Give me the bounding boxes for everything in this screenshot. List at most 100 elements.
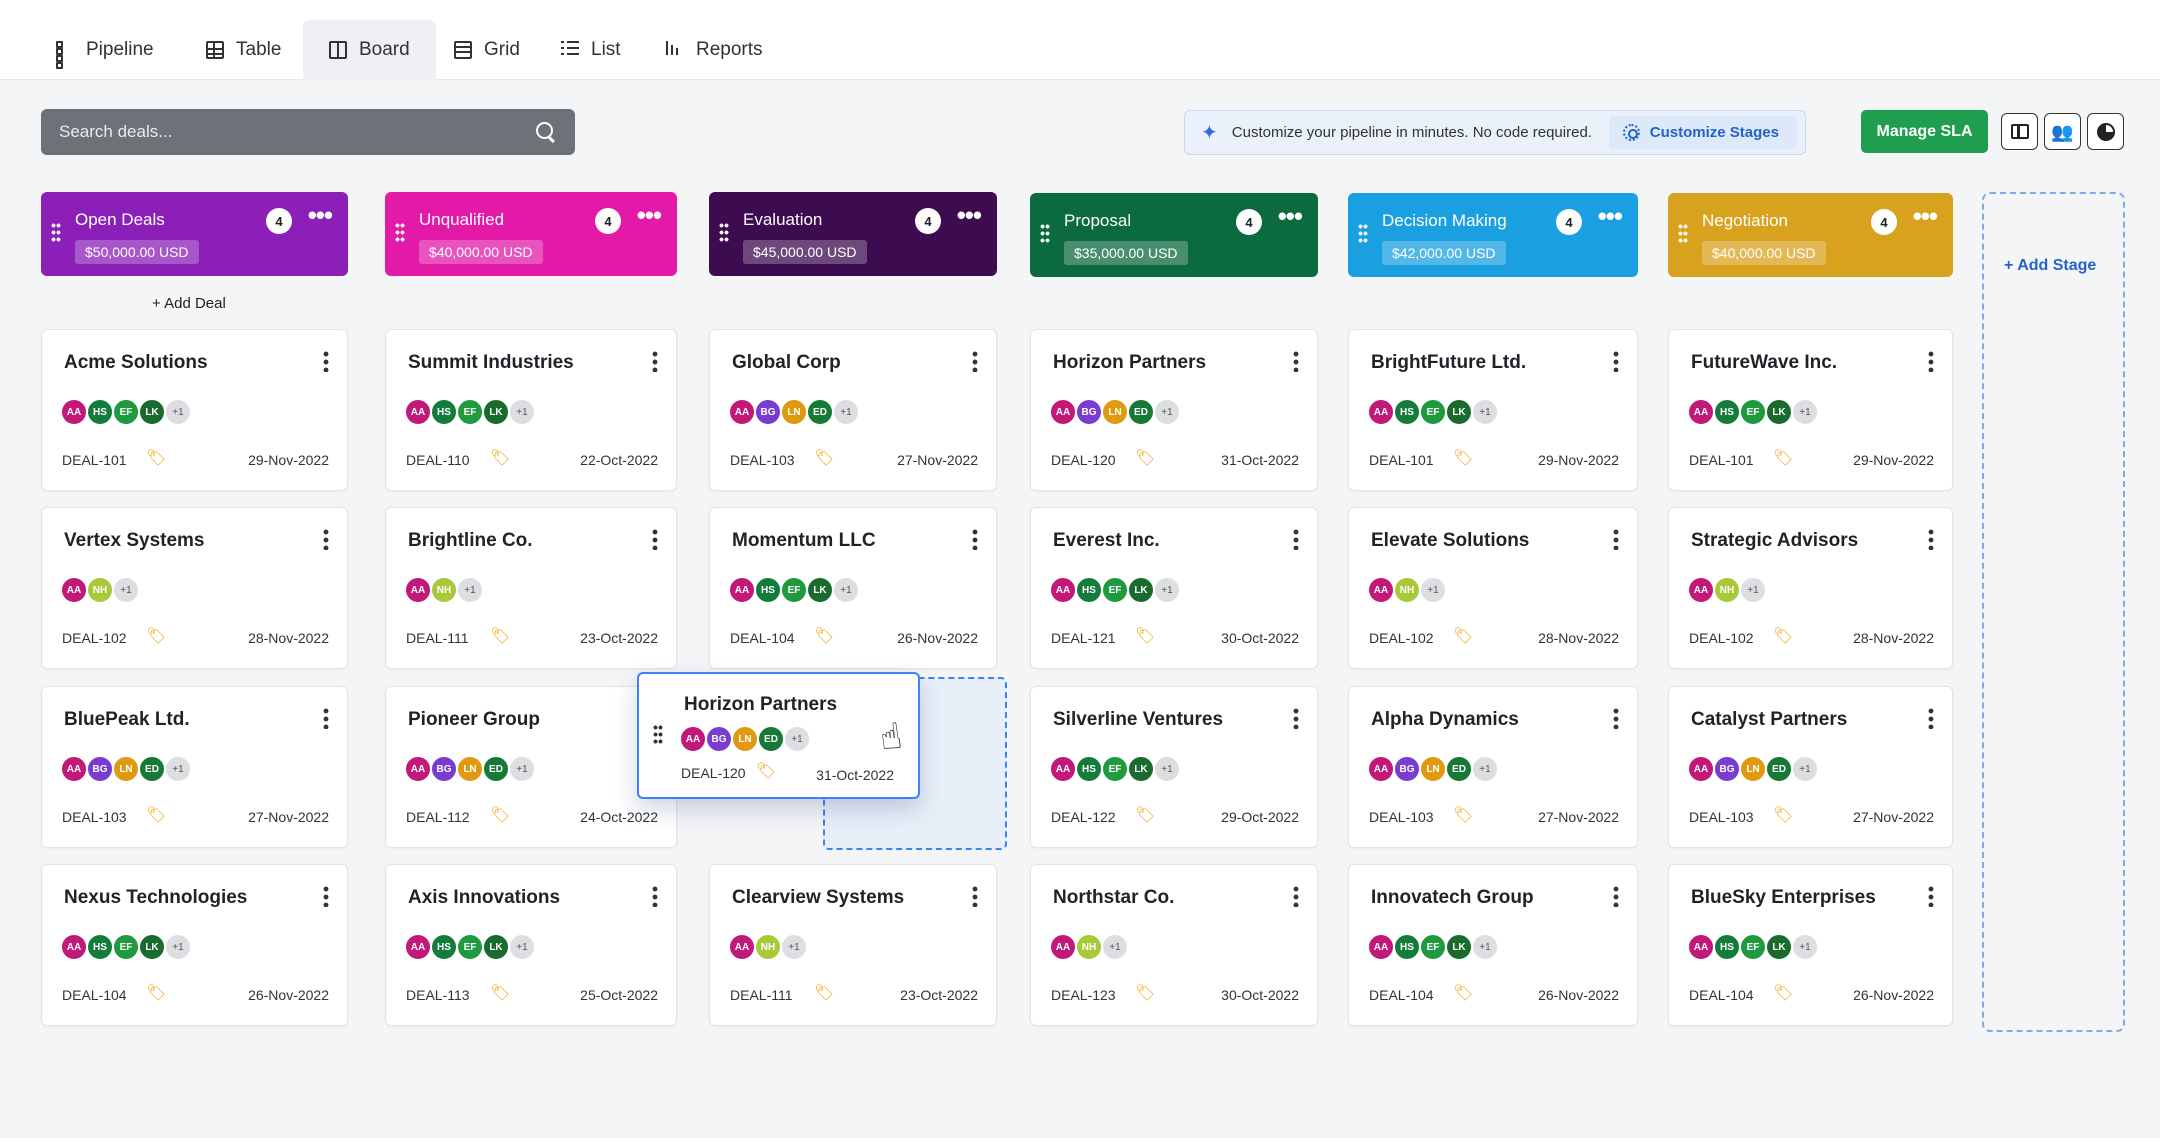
deal-card[interactable]: Horizon Partners AA BG LN ED +1 DEAL-120 🏷 31-Oc… — [1030, 329, 1318, 491]
kebab-menu-icon[interactable] — [652, 350, 658, 372]
kebab-menu-icon[interactable] — [1613, 707, 1619, 729]
deal-title: Alpha Dynamics — [1371, 709, 1519, 730]
deal-card[interactable]: Strategic Advisors AA NH +1 DEAL-102 🏷 28-Nov-… — [1668, 507, 1953, 669]
stage-header[interactable]: Evaluation $45,000.00 USD 4 ••• — [709, 192, 997, 276]
drag-handle-icon[interactable] — [1678, 223, 1688, 245]
deal-card[interactable]: Summit Industries AA HS EF LK +1 DEAL-110 🏷 22-O… — [385, 329, 677, 491]
avatar: NH — [754, 933, 782, 961]
add-deal-button[interactable]: + Add Deal — [152, 295, 226, 312]
avatar: LN — [456, 755, 484, 783]
kebab-menu-icon[interactable] — [972, 350, 978, 372]
kebab-menu-icon[interactable] — [972, 885, 978, 907]
kebab-menu-icon[interactable] — [1293, 350, 1299, 372]
drag-handle-icon[interactable] — [653, 724, 663, 746]
tab-table[interactable]: Table — [180, 20, 307, 80]
kebab-menu-icon[interactable] — [323, 350, 329, 372]
customize-stages-button[interactable]: Customize Stages — [1608, 116, 1797, 149]
stage-header[interactable]: Decision Making $42,000.00 USD 4 ••• — [1348, 193, 1638, 277]
tab-board[interactable]: Board — [303, 20, 436, 80]
more-options-icon[interactable]: ••• — [1277, 201, 1303, 231]
drag-handle-icon[interactable] — [1040, 223, 1050, 245]
deal-title: Global Corp — [732, 352, 841, 373]
deal-card[interactable]: Momentum LLC AA HS EF LK +1 DEAL-104 🏷 26-Nov-20… — [709, 507, 997, 669]
deal-card[interactable]: Innovatech Group AA HS EF LK +1 DEAL-104 🏷 26-No… — [1348, 864, 1638, 1026]
kebab-menu-icon[interactable] — [1613, 350, 1619, 372]
stage-header[interactable]: Proposal $35,000.00 USD 4 ••• — [1030, 193, 1318, 277]
avatar-overflow-count: +1 — [1791, 398, 1819, 426]
stage-name: Negotiation — [1702, 211, 1789, 230]
deal-card[interactable]: Everest Inc. AA HS EF LK +1 DEAL-121 🏷 30-Oct-20… — [1030, 507, 1318, 669]
deal-card[interactable]: Brightline Co. AA NH +1 DEAL-111 🏷 23-Oct-2022 — [385, 507, 677, 669]
deal-card[interactable]: Global Corp AA BG LN ED +1 DEAL-103 🏷 27-Nov-202… — [709, 329, 997, 491]
report-chart-button[interactable] — [2087, 113, 2124, 150]
dragging-deal-card[interactable]: Horizon Partners AA BG LN ED +1 DEAL-120 🏷 3… — [637, 672, 920, 799]
kebab-menu-icon[interactable] — [1928, 528, 1934, 550]
kebab-menu-icon[interactable] — [1928, 885, 1934, 907]
stage-header[interactable]: Open Deals $50,000.00 USD 4 ••• — [41, 192, 348, 276]
deal-card[interactable]: Acme Solutions AA HS EF LK +1 DEAL-101 🏷 29-Nov-… — [41, 329, 348, 491]
deal-card[interactable]: Elevate Solutions AA NH +1 DEAL-102 🏷 28-Nov-2… — [1348, 507, 1638, 669]
deal-id: DEAL-121 — [1051, 630, 1116, 646]
deal-card[interactable]: Silverline Ventures AA HS EF LK +1 DEAL-122 🏷 29… — [1030, 686, 1318, 848]
deal-id: DEAL-103 — [1689, 809, 1754, 825]
stage-header[interactable]: Unqualified $40,000.00 USD 4 ••• — [385, 192, 677, 276]
deal-card[interactable]: Vertex Systems AA NH +1 DEAL-102 🏷 28-Nov-2022 — [41, 507, 348, 669]
kebab-menu-icon[interactable] — [323, 707, 329, 729]
deal-date: 30-Oct-2022 — [1221, 630, 1299, 646]
avatar: AA — [1367, 398, 1395, 426]
deal-card[interactable]: Pioneer Group AA BG LN ED +1 DEAL-112 🏷 24-Oct-2… — [385, 686, 677, 848]
more-options-icon[interactable]: ••• — [1912, 201, 1938, 231]
tab-label: Grid — [484, 39, 520, 60]
deal-card[interactable]: BrightFuture Ltd. AA HS EF LK +1 DEAL-101 🏷 29-N… — [1348, 329, 1638, 491]
kebab-menu-icon[interactable] — [1928, 707, 1934, 729]
search-icon[interactable] — [535, 121, 557, 143]
kebab-menu-icon[interactable] — [652, 885, 658, 907]
kebab-menu-icon[interactable] — [652, 528, 658, 550]
deal-card[interactable]: BluePeak Ltd. AA BG LN ED +1 DEAL-103 🏷 27-Nov-2… — [41, 686, 348, 848]
deal-card[interactable]: Catalyst Partners AA BG LN ED +1 DEAL-103 🏷 27-N… — [1668, 686, 1953, 848]
avatar: AA — [404, 933, 432, 961]
more-options-icon[interactable]: ••• — [956, 200, 982, 230]
avatar-group: AA BG LN ED +1 — [679, 725, 811, 753]
team-button[interactable]: 👥 — [2044, 113, 2081, 150]
deal-card[interactable]: Northstar Co. AA NH +1 DEAL-123 🏷 30-Oct-2022 — [1030, 864, 1318, 1026]
drag-handle-icon[interactable] — [395, 222, 405, 244]
more-options-icon[interactable]: ••• — [636, 200, 662, 230]
deal-card[interactable]: Alpha Dynamics AA BG LN ED +1 DEAL-103 🏷 27-Nov-… — [1348, 686, 1638, 848]
kebab-menu-icon[interactable] — [1293, 528, 1299, 550]
list-icon — [561, 41, 579, 59]
stage-count-badge: 4 — [1556, 209, 1582, 235]
drag-handle-icon[interactable] — [1358, 223, 1368, 245]
sidebar-toggle-button[interactable] — [2001, 113, 2038, 150]
kebab-menu-icon[interactable] — [323, 528, 329, 550]
more-options-icon[interactable]: ••• — [1597, 201, 1623, 231]
avatar-group: AA HS EF LK +1 — [1049, 755, 1181, 783]
drag-handle-icon[interactable] — [51, 222, 61, 244]
manage-sla-button[interactable]: Manage SLA — [1861, 110, 1988, 153]
kebab-menu-icon[interactable] — [1613, 885, 1619, 907]
avatar: LK — [482, 398, 510, 426]
search-input[interactable] — [59, 122, 535, 142]
kebab-menu-icon[interactable] — [1613, 528, 1619, 550]
tab-reports[interactable]: Reports — [640, 20, 789, 80]
stage-name: Proposal — [1064, 211, 1132, 230]
deal-title: FutureWave Inc. — [1691, 352, 1838, 373]
deal-card[interactable]: BlueSky Enterprises AA HS EF LK +1 DEAL-104 🏷 26… — [1668, 864, 1953, 1026]
tab-pipeline[interactable]: Pipeline — [30, 20, 180, 80]
deal-card[interactable]: Nexus Technologies AA HS EF LK +1 DEAL-104 🏷 26-… — [41, 864, 348, 1026]
kebab-menu-icon[interactable] — [972, 528, 978, 550]
tab-grid[interactable]: Grid — [428, 20, 546, 80]
more-options-icon[interactable]: ••• — [307, 200, 333, 230]
kebab-menu-icon[interactable] — [1928, 350, 1934, 372]
stage-name: Evaluation — [743, 210, 823, 229]
add-stage-area[interactable]: + Add Stage — [1982, 192, 2125, 1032]
tab-list[interactable]: List — [535, 20, 647, 80]
drag-handle-icon[interactable] — [719, 222, 729, 244]
deal-card[interactable]: Clearview Systems AA NH +1 DEAL-111 🏷 23-Oct-2… — [709, 864, 997, 1026]
deal-card[interactable]: FutureWave Inc. AA HS EF LK +1 DEAL-101 🏷 29-Nov… — [1668, 329, 1953, 491]
kebab-menu-icon[interactable] — [323, 885, 329, 907]
deal-card[interactable]: Axis Innovations AA HS EF LK +1 DEAL-113 🏷 25-Oc… — [385, 864, 677, 1026]
stage-header[interactable]: Negotiation $40,000.00 USD 4 ••• — [1668, 193, 1953, 277]
kebab-menu-icon[interactable] — [1293, 707, 1299, 729]
kebab-menu-icon[interactable] — [1293, 885, 1299, 907]
